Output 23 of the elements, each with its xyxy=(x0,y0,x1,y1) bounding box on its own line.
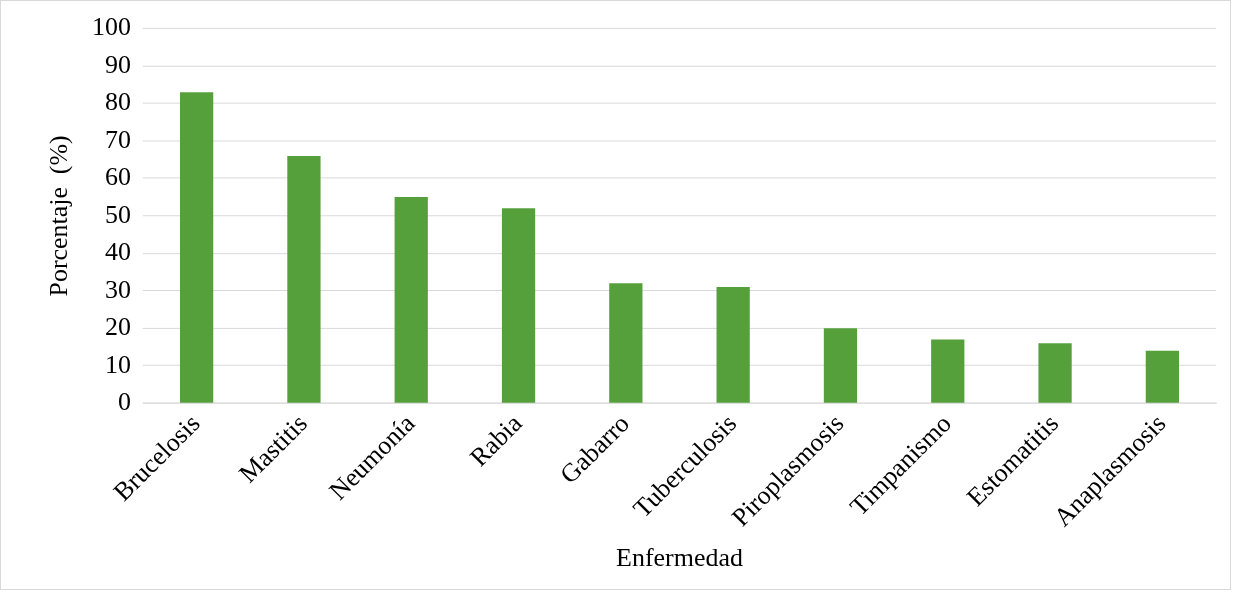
bar xyxy=(823,328,858,403)
y-tick-label: 80 xyxy=(105,87,131,117)
bar xyxy=(179,92,214,403)
y-tick-label: 40 xyxy=(105,237,131,267)
y-tick-label: 30 xyxy=(105,274,131,304)
bar xyxy=(501,208,536,403)
bar xyxy=(1038,343,1072,403)
y-tick-label: 90 xyxy=(105,49,131,79)
bar xyxy=(1145,350,1179,403)
y-tick-label: 50 xyxy=(105,199,131,229)
y-tick-label: 70 xyxy=(105,124,131,154)
y-tick-label: 20 xyxy=(105,312,131,342)
y-tick-label: 100 xyxy=(92,12,131,42)
y-tick-label: 0 xyxy=(118,387,131,416)
bar xyxy=(716,287,750,403)
bar xyxy=(931,339,965,403)
y-axis-title: Porcentaje (%) xyxy=(44,135,74,297)
y-tick-label: 60 xyxy=(105,162,131,192)
y-tick-label: 10 xyxy=(105,349,131,379)
bar xyxy=(394,197,428,403)
bar xyxy=(287,155,321,403)
bar xyxy=(609,283,643,403)
x-axis-title: Enfermedad xyxy=(616,543,743,573)
